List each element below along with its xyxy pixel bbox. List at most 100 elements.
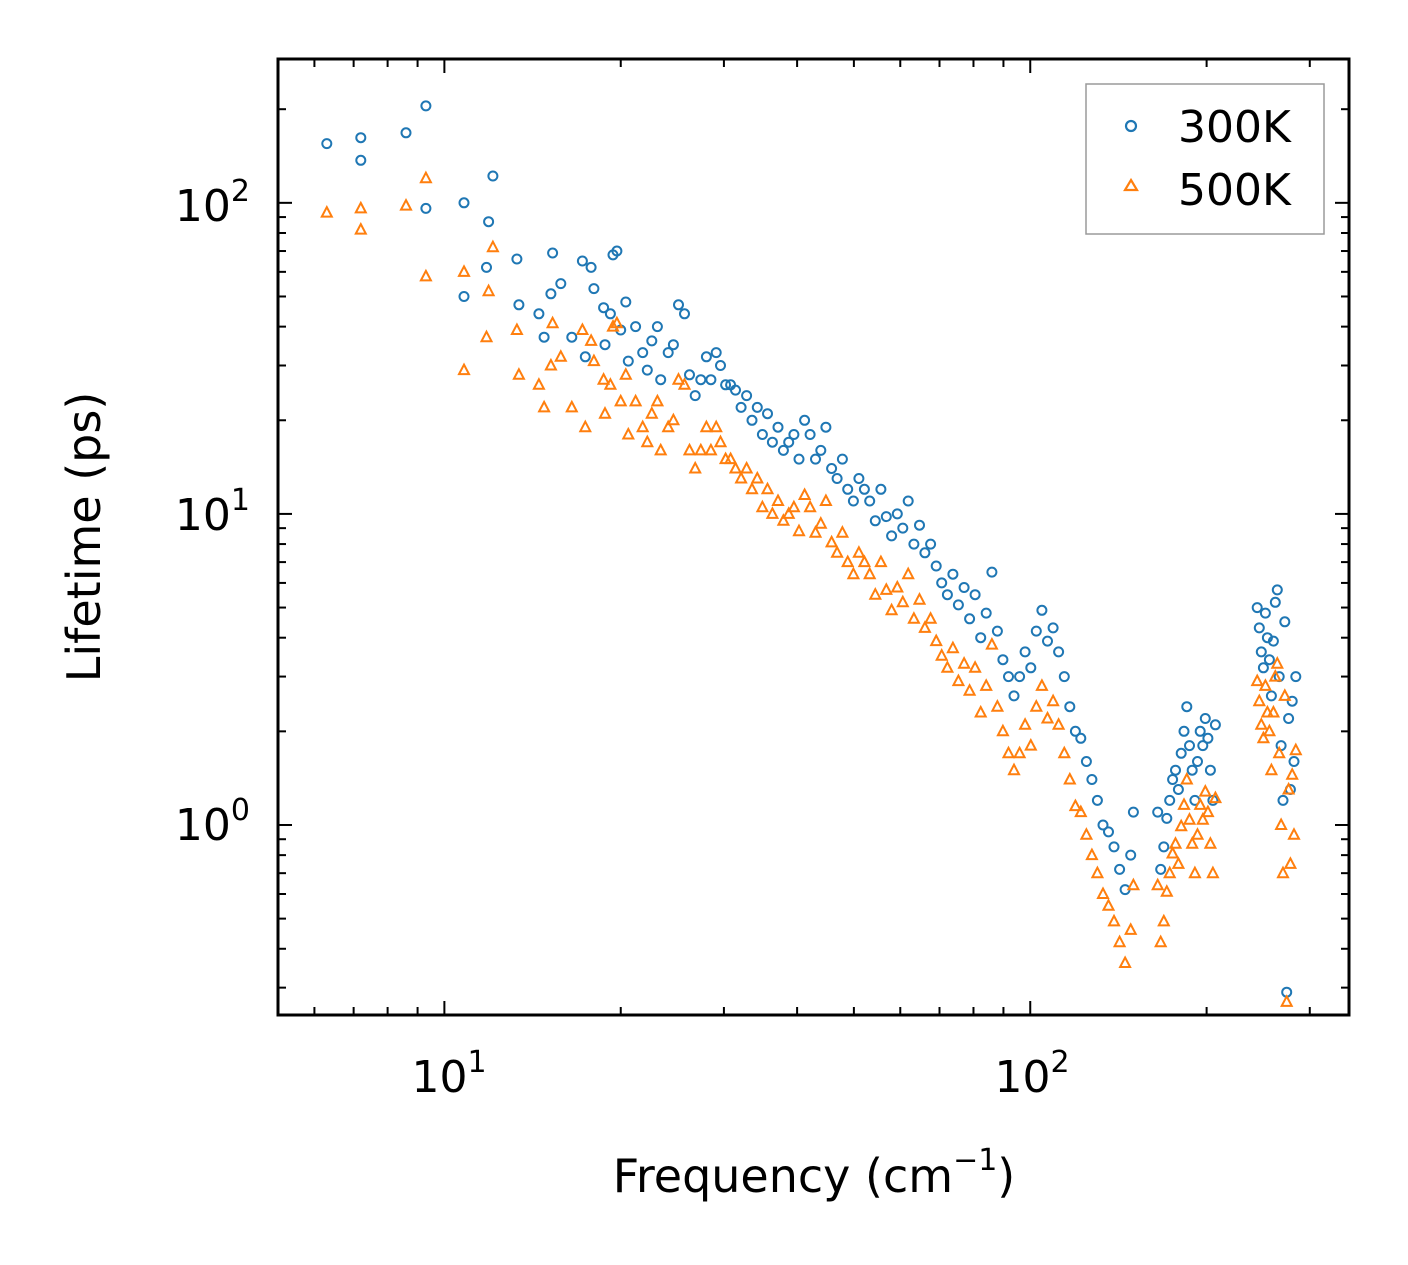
point-500k-100 [1001,745,1016,759]
point-300k-68 [826,463,838,474]
point-300k-149 [1257,662,1269,674]
point-500k-59 [776,513,791,526]
point-500k-166 [1289,742,1303,756]
point-500k-102 [1012,745,1027,759]
point-300k-38 [667,339,679,351]
point-300k-64 [804,429,816,440]
point-500k-31 [628,393,643,407]
point-500k-119 [1107,913,1121,927]
point-500k-71 [841,554,855,568]
point-500k-22 [587,353,601,367]
point-300k-57 [766,436,778,448]
point-500k-105 [1029,699,1043,712]
y-tick-label-1: 100 [175,793,250,851]
point-300k-19 [576,255,588,267]
point-300k-93 [964,613,976,625]
point-500k-50 [728,460,743,474]
point-500k-150 [1258,678,1273,691]
point-500k-40 [677,377,692,390]
point-500k-35 [650,393,665,407]
point-300k-154 [1267,635,1279,647]
point-500k-2 [354,221,368,235]
legend-box [1085,83,1325,235]
point-300k-85 [919,547,931,559]
point-300k-104 [1025,662,1037,674]
point-500k-134 [1180,771,1194,785]
point-500k-32 [636,419,650,433]
point-500k-111 [1063,771,1077,785]
point-300k-10 [481,261,492,273]
point-500k-108 [1046,693,1060,707]
point-300k-112 [1069,725,1081,737]
point-300k-13 [533,308,545,320]
point-500k-4 [419,170,433,184]
point-300k-23 [598,302,610,314]
point-300k-7 [458,291,470,302]
point-300k-166 [1290,671,1302,683]
point-300k-20 [579,351,591,363]
point-300k-9 [483,216,495,228]
point-500k-69 [830,545,844,558]
point-300k-82 [902,495,914,507]
point-500k-16 [545,315,560,329]
point-300k-54 [751,401,763,413]
point-500k-155 [1268,668,1282,682]
point-500k-64 [803,499,817,513]
point-300k-130 [1170,764,1181,776]
point-300k-42 [689,390,701,402]
point-500k-131 [1171,856,1186,869]
point-300k-25 [604,308,616,320]
point-300k-135 [1184,740,1195,752]
point-500k-17 [554,349,568,362]
point-500k-75 [863,566,877,580]
point-500k-84 [912,592,927,605]
point-500k-98 [990,699,1005,712]
point-500k-43 [694,442,708,456]
point-500k-39 [671,372,686,385]
point-300k-122 [1125,849,1137,861]
point-500k-34 [645,406,659,419]
point-500k-73 [852,545,866,558]
legend-marker-300k [1124,119,1138,133]
point-300k-65 [810,453,821,465]
point-500k-96 [979,678,993,691]
point-300k-87 [930,560,942,572]
point-300k-143 [1204,764,1216,776]
point-300k-60 [783,436,795,448]
point-300k-50 [730,384,741,396]
point-300k-66 [815,444,827,456]
point-300k-147 [1253,622,1265,634]
point-300k-146 [1251,602,1263,614]
point-500k-90 [946,640,960,654]
point-300k-91 [952,599,964,611]
point-500k-14 [537,399,551,413]
point-500k-85 [918,620,932,633]
point-500k-163 [1283,856,1298,869]
point-300k-116 [1091,794,1103,806]
point-300k-117 [1097,819,1109,831]
point-500k-52 [739,460,754,474]
point-500k-49 [723,451,738,465]
point-500k-123 [1126,877,1141,891]
point-500k-62 [792,523,806,537]
point-300k-14 [538,331,550,343]
point-500k-72 [846,566,861,580]
point-300k-34 [646,335,658,347]
point-500k-11 [510,322,524,335]
point-300k-6 [458,197,470,209]
point-500k-38 [666,412,681,426]
point-300k-41 [684,369,695,381]
point-500k-15 [544,357,558,371]
point-300k-126 [1158,841,1170,853]
point-500k-3 [399,197,413,211]
point-300k-152 [1263,654,1275,666]
point-500k-116 [1090,865,1105,879]
series-500k [320,170,1303,1007]
point-300k-32 [637,347,649,359]
point-300k-160 [1279,616,1291,628]
point-500k-13 [532,377,546,390]
point-500k-139 [1193,797,1207,810]
point-500k-68 [824,534,839,548]
point-500k-120 [1112,934,1127,948]
point-500k-159 [1276,865,1290,879]
